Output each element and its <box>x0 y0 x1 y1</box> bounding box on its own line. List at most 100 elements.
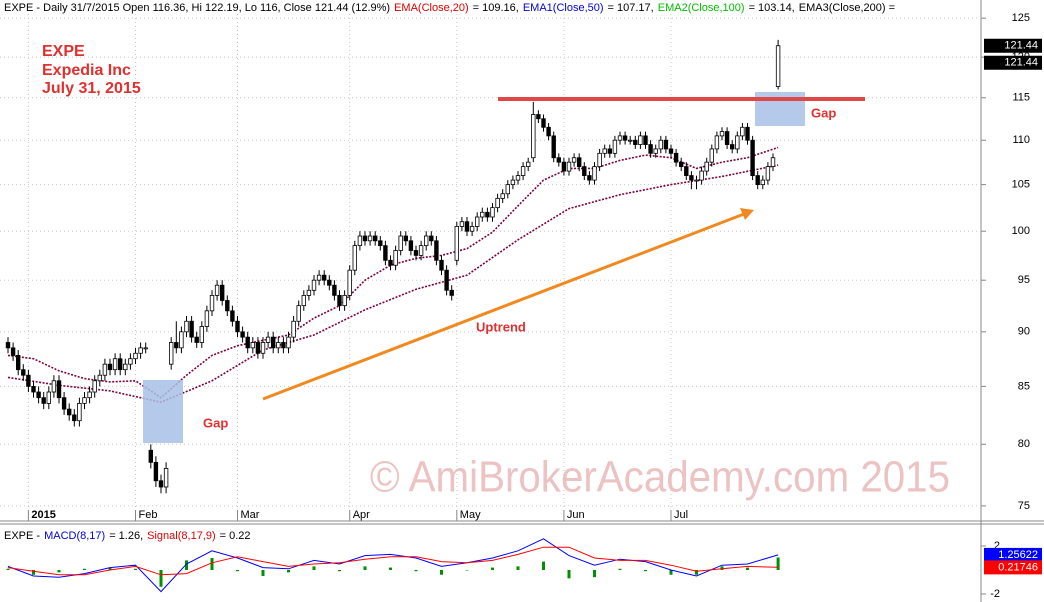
candle-body <box>485 211 490 218</box>
histogram-bar <box>776 557 780 570</box>
candle-body <box>740 126 745 137</box>
gap-box <box>143 380 183 443</box>
candle-body <box>143 347 148 350</box>
candle-body <box>321 274 327 281</box>
histogram-bar <box>338 569 341 572</box>
candle-body <box>36 391 41 399</box>
candle-body <box>77 402 82 422</box>
company-label: Expedia Inc <box>42 62 131 79</box>
candle-body <box>469 226 475 232</box>
candle-body <box>245 336 250 349</box>
candle-body <box>454 226 459 261</box>
candle-body <box>204 310 210 327</box>
histogram-bar <box>108 567 112 570</box>
y-tick-label: 125 <box>1012 12 1030 24</box>
header-part: EMA3(Close,200) = <box>799 2 895 14</box>
histogram-bar <box>185 560 188 570</box>
candle-body <box>306 289 312 296</box>
candle-body <box>526 161 531 168</box>
candle-body <box>413 250 419 256</box>
candle-body <box>439 259 444 271</box>
macd-line <box>7 538 779 593</box>
candle-body <box>515 175 521 181</box>
candle-body <box>291 320 296 338</box>
candle-body <box>184 320 189 333</box>
x-tick-label: Feb <box>139 509 158 521</box>
candle-body <box>327 279 332 286</box>
candle-body <box>679 161 684 168</box>
candle-body <box>474 216 480 227</box>
candle-body <box>587 175 592 181</box>
histogram-bar <box>720 566 724 570</box>
histogram-bar <box>363 566 367 570</box>
candle-body <box>357 235 363 247</box>
header-part: MACD(8,17) <box>44 530 105 542</box>
candle-body <box>724 131 730 145</box>
candle-body <box>510 179 516 186</box>
candle-body <box>663 139 669 150</box>
y-tick-label: 80 <box>1018 438 1030 450</box>
candle-body <box>745 126 750 141</box>
candle-body <box>214 284 220 296</box>
candle-body <box>689 175 694 181</box>
candle-body <box>628 139 633 142</box>
candle-body <box>520 166 526 176</box>
histogram-bar <box>618 568 622 570</box>
histogram-bar <box>414 569 418 572</box>
candle-body <box>21 369 26 376</box>
candle-body <box>622 135 628 141</box>
candle-body <box>531 114 536 159</box>
candle-body <box>449 289 454 296</box>
histogram-bar <box>389 567 392 570</box>
candle-body <box>61 397 67 410</box>
candle-body <box>26 374 31 387</box>
x-tick-label: Jul <box>674 509 688 521</box>
candle-body <box>270 336 276 349</box>
histogram-bar <box>542 561 545 570</box>
header: EXPE - Daily 31/7/2015 Open 116.36, Hi 1… <box>4 2 895 14</box>
histogram-bar <box>236 569 239 572</box>
header-part: Signal(8,17,9) <box>147 530 216 542</box>
candle-body <box>592 166 597 181</box>
candle-body <box>179 331 184 349</box>
candle-body <box>158 480 164 488</box>
gap-label: Gap <box>811 105 836 120</box>
histogram-bar <box>516 566 520 570</box>
candle-body <box>735 135 740 150</box>
candle-body <box>546 126 551 137</box>
candle-body <box>342 294 347 307</box>
candle-body <box>704 161 709 172</box>
candle-body <box>775 45 781 87</box>
candle-body <box>276 342 281 349</box>
candle-body <box>138 347 143 354</box>
last-value-box <box>984 38 1042 53</box>
candle-body <box>362 235 368 242</box>
histogram-bar <box>465 569 469 571</box>
candle-body <box>434 240 439 261</box>
candle-body <box>383 245 388 261</box>
y-tick-label: -2 <box>990 588 1000 600</box>
candle-body <box>5 342 11 349</box>
last-value-label: 121.44 <box>1004 40 1038 52</box>
histogram-bar <box>32 569 35 575</box>
candle-body <box>235 320 240 333</box>
background-layer: © AmiBrokerAcademy.com 2015 <box>370 453 950 502</box>
candle-body <box>556 157 561 163</box>
histogram-bar <box>593 569 596 578</box>
candle-body <box>260 342 266 354</box>
header-part: EXPE - Daily 31/7/2015 Open 116.36, Hi 1… <box>4 2 390 14</box>
y-tick-label: 75 <box>1018 500 1030 512</box>
y-tick-label: 115 <box>1012 92 1030 104</box>
candle-body <box>168 342 174 365</box>
candle-body <box>653 148 658 154</box>
histogram-bar <box>440 569 443 575</box>
histogram-bar <box>210 557 214 570</box>
candle-body <box>296 305 301 322</box>
candle-body <box>597 152 602 168</box>
candle-body <box>393 250 398 266</box>
last-value-box <box>984 547 1042 562</box>
candle-body <box>97 374 102 382</box>
candle-body <box>429 235 434 242</box>
candle-body <box>490 207 495 218</box>
candle-body <box>112 358 118 371</box>
